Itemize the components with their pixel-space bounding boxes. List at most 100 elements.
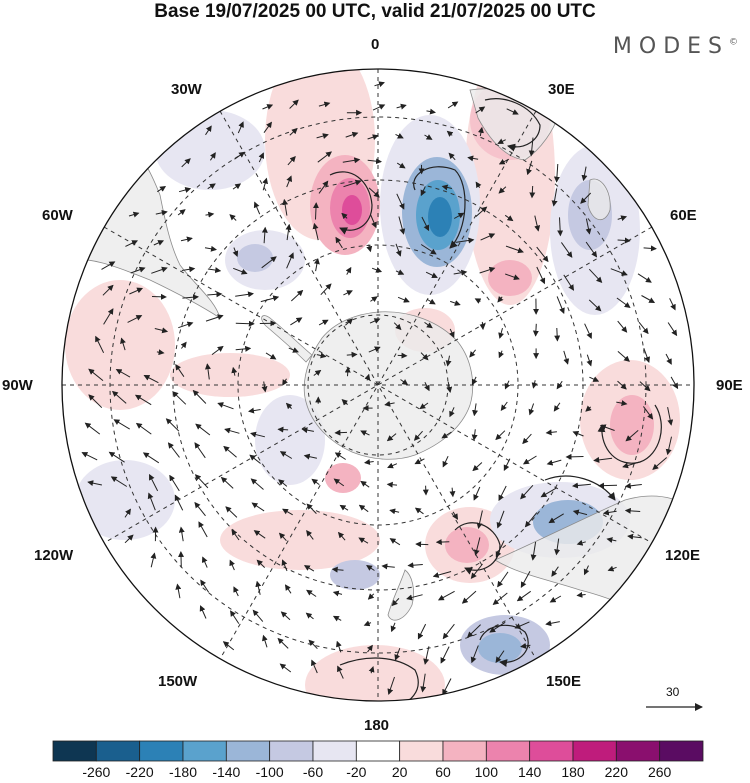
wind-vector bbox=[420, 244, 437, 255]
wind-vector bbox=[637, 273, 652, 283]
wind-vector bbox=[551, 188, 558, 207]
wind-vector bbox=[545, 429, 557, 436]
wind-vector bbox=[344, 366, 351, 377]
colorbar bbox=[52, 740, 704, 762]
wind-vector bbox=[363, 620, 372, 627]
wind-vector bbox=[398, 216, 406, 235]
wind-vector bbox=[420, 352, 429, 361]
wind-vector bbox=[387, 462, 398, 469]
colorbar-swatch bbox=[312, 740, 357, 762]
wind-vector bbox=[504, 214, 514, 222]
wind-vector bbox=[475, 181, 482, 189]
longitude-label-0: 0 bbox=[371, 36, 380, 53]
colorbar-tick-label: 140 bbox=[517, 764, 542, 780]
wind-vector bbox=[253, 530, 266, 539]
wind-vector bbox=[175, 363, 185, 377]
wind-vector bbox=[174, 494, 184, 511]
wind-vector bbox=[497, 296, 504, 303]
wind-vector bbox=[419, 402, 429, 410]
wind-vector bbox=[110, 476, 128, 487]
wind-vector bbox=[364, 373, 371, 381]
wind-vector bbox=[199, 605, 207, 619]
wind-vector bbox=[369, 318, 381, 324]
circulation-curves bbox=[329, 98, 662, 701]
wind-vector bbox=[364, 459, 374, 465]
colorbar-tick-label: 220 bbox=[604, 764, 629, 780]
colorbar-swatch bbox=[52, 740, 97, 762]
wind-vector bbox=[194, 474, 209, 489]
wind-vector bbox=[479, 266, 496, 274]
wind-vector bbox=[546, 459, 562, 466]
wind-vector bbox=[108, 451, 125, 463]
wind-vector bbox=[616, 297, 631, 308]
wind-vector bbox=[250, 431, 266, 438]
wind-vector bbox=[467, 155, 479, 162]
wind-vector bbox=[449, 407, 455, 418]
wind-vector bbox=[536, 266, 546, 285]
wind-vector bbox=[175, 583, 182, 599]
wind-vector bbox=[229, 559, 235, 571]
wind-vector bbox=[505, 273, 520, 281]
wind-vector bbox=[251, 502, 265, 512]
wind-vector bbox=[142, 452, 160, 464]
wind-vector bbox=[343, 179, 362, 188]
chart-title: Base 19/07/2025 00 UTC, valid 21/07/2025… bbox=[154, 1, 596, 22]
wind-vector bbox=[448, 152, 456, 161]
wind-vector bbox=[617, 380, 627, 390]
wind-vector bbox=[370, 296, 378, 303]
wind-vector bbox=[473, 537, 481, 556]
new-zealand-land bbox=[387, 569, 414, 621]
wind-vector bbox=[278, 532, 287, 542]
wind-vector bbox=[423, 646, 430, 665]
wind-vector bbox=[277, 637, 289, 649]
wind-vector bbox=[111, 390, 127, 404]
wind-vector bbox=[625, 430, 639, 442]
wind-vector bbox=[318, 180, 329, 194]
wind-vector bbox=[303, 453, 318, 460]
circulation-curve bbox=[329, 171, 373, 235]
wind-vector bbox=[500, 401, 508, 412]
wind-vector bbox=[472, 403, 479, 417]
wind-vector bbox=[477, 126, 484, 137]
wind-vector bbox=[260, 295, 280, 303]
wind-vector bbox=[522, 433, 532, 445]
wind-vector bbox=[334, 429, 348, 436]
colorbar-tick-label: -140 bbox=[212, 764, 241, 780]
wind-vector bbox=[395, 243, 402, 257]
wind-vector bbox=[231, 366, 238, 376]
wind-vector bbox=[480, 233, 496, 241]
anomaly-blob bbox=[325, 463, 361, 493]
wind-vector bbox=[282, 198, 289, 216]
colorbar-tick-label: 100 bbox=[474, 764, 499, 780]
wind-vector bbox=[407, 562, 423, 569]
wind-vector bbox=[665, 436, 672, 456]
colorbar-swatch bbox=[225, 740, 271, 762]
wind-vector bbox=[440, 646, 450, 664]
wind-vector bbox=[342, 157, 361, 164]
wind-vector bbox=[255, 580, 262, 595]
wind-vector bbox=[607, 565, 617, 572]
wind-vector bbox=[588, 268, 603, 284]
wind-vector bbox=[235, 345, 252, 352]
wind-vector bbox=[180, 341, 187, 349]
wind-vector bbox=[449, 487, 456, 498]
wind-vector bbox=[565, 453, 584, 460]
wind-vector bbox=[381, 563, 395, 570]
anomaly-blob bbox=[155, 110, 265, 190]
wind-vector bbox=[602, 509, 617, 516]
wind-vector bbox=[442, 678, 452, 696]
wind-vector bbox=[545, 620, 560, 627]
wind-vector bbox=[88, 368, 104, 381]
wind-vector bbox=[479, 321, 486, 331]
wind-vector bbox=[178, 187, 192, 193]
wind-vector bbox=[341, 212, 348, 220]
anomaly-blob bbox=[170, 353, 290, 397]
wind-vector bbox=[516, 590, 531, 602]
wind-vector bbox=[318, 319, 329, 326]
wind-vector bbox=[531, 380, 538, 389]
longitude-label-60e: 60E bbox=[670, 207, 697, 224]
wind-vector bbox=[303, 565, 315, 572]
colorbar-tick-label: -220 bbox=[125, 764, 154, 780]
wind-vector bbox=[367, 134, 379, 141]
wind-vector bbox=[232, 247, 239, 258]
